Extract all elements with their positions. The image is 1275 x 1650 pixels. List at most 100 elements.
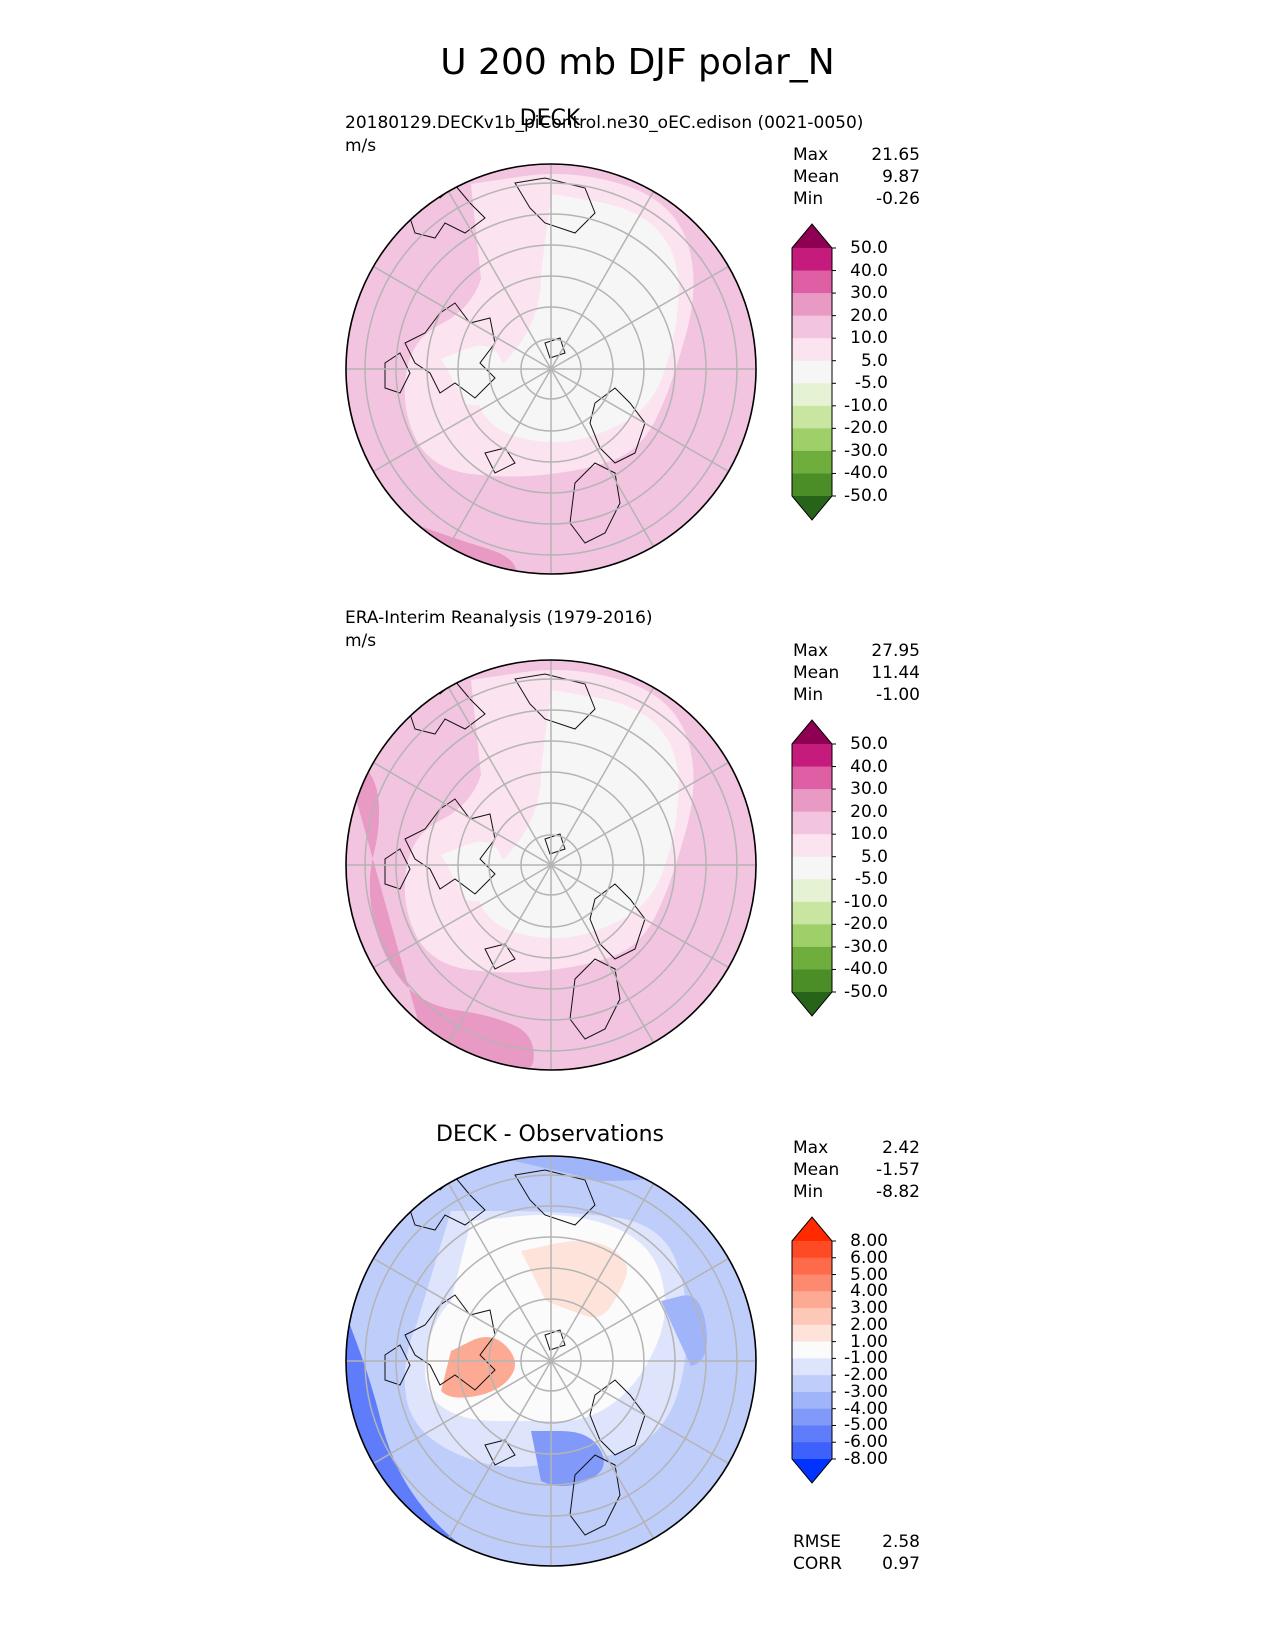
coastline bbox=[589, 883, 646, 960]
coastline bbox=[484, 943, 516, 970]
panel-2-subtitle: ERA-Interim Reanalysis (1979-2016) bbox=[345, 608, 653, 628]
colorbar-era bbox=[791, 719, 836, 1017]
coastline bbox=[404, 798, 496, 895]
colorbar-segment bbox=[792, 744, 832, 768]
colorbar-segment bbox=[792, 1341, 832, 1359]
map-boundary bbox=[345, 163, 757, 575]
colorbar-segment bbox=[792, 901, 832, 925]
field-region-neg3b bbox=[661, 1295, 707, 1366]
parallel-gridline bbox=[457, 771, 645, 959]
stat-value: 9.87 bbox=[882, 167, 920, 187]
parallel-gridline bbox=[395, 1205, 707, 1517]
colorbar-extend-top bbox=[792, 224, 832, 248]
colorbar-segment bbox=[792, 1274, 832, 1292]
parallel-gridline bbox=[488, 1298, 614, 1424]
parallel-gridline bbox=[520, 1330, 582, 1392]
colorbar-segment bbox=[792, 766, 832, 790]
panel-1-title: DECK bbox=[519, 106, 581, 131]
colorbar-tick-label: -10.0 bbox=[844, 395, 888, 416]
colorbar-tick-label: 3.00 bbox=[850, 1298, 888, 1319]
stat-label: Mean bbox=[793, 1160, 840, 1180]
parallel-gridline bbox=[426, 740, 676, 990]
parallel-gridline bbox=[426, 244, 676, 494]
coastline bbox=[384, 1344, 411, 1386]
colorbar-segment bbox=[792, 473, 832, 497]
figure-title: U 200 mb DJF polar_N bbox=[440, 42, 835, 83]
stat-label: Max bbox=[793, 641, 829, 661]
colorbar-tick-label: 5.0 bbox=[860, 846, 888, 867]
colorbar-segment bbox=[792, 450, 832, 475]
colorbar-tick-label: -30.0 bbox=[844, 440, 888, 461]
stat-label: Max bbox=[793, 145, 829, 165]
colorbar-segment bbox=[792, 1257, 832, 1276]
map-field bbox=[346, 660, 756, 1070]
metric-label: CORR bbox=[793, 1554, 842, 1574]
colorbar-tick-label: 6.00 bbox=[850, 1247, 888, 1268]
metric-value: 2.58 bbox=[882, 1532, 920, 1552]
colorbar-tick-label: 30.0 bbox=[850, 283, 888, 304]
colorbar-tick-label: 40.0 bbox=[850, 260, 888, 281]
colorbar-segment bbox=[792, 1425, 832, 1443]
colorbar-extend-bottom bbox=[792, 496, 832, 520]
colorbar-tick-label: 4.00 bbox=[850, 1281, 888, 1302]
colorbar-tick-label: 5.0 bbox=[860, 350, 888, 371]
colorbar-segment bbox=[792, 1291, 832, 1309]
colorbar-tick-label: -40.0 bbox=[844, 463, 888, 484]
colorbar-extend-top bbox=[792, 720, 832, 744]
colorbar-segment bbox=[792, 1358, 832, 1376]
colorbar-segment bbox=[792, 1375, 832, 1393]
colorbar-segment bbox=[792, 428, 832, 452]
parallel-gridline bbox=[364, 182, 738, 556]
panel-1-subtitle: 20180129.DECKv1b_piControl.ne30_oEC.edis… bbox=[345, 113, 864, 133]
colorbar-tick-label: -4.00 bbox=[844, 1398, 888, 1419]
stat-label: Min bbox=[793, 1182, 824, 1202]
colorbar-segment bbox=[792, 360, 832, 384]
colorbar-segment bbox=[792, 315, 832, 339]
colorbar-segment bbox=[792, 969, 832, 993]
colorbar-segment bbox=[792, 1442, 832, 1460]
meridian-gridline bbox=[373, 761, 729, 969]
coastline bbox=[569, 958, 621, 1040]
colorbar-segment bbox=[792, 924, 832, 948]
colorbar-tick-label: -40.0 bbox=[844, 959, 888, 980]
colorbar-segment bbox=[792, 405, 832, 429]
colorbar-tick-label: 20.0 bbox=[850, 801, 888, 822]
colorbar-tick-label: 8.00 bbox=[850, 1231, 888, 1251]
coastline bbox=[384, 848, 411, 890]
coastline bbox=[589, 1379, 646, 1456]
colorbar-segment bbox=[792, 834, 832, 858]
stat-value: 2.42 bbox=[882, 1138, 920, 1158]
field-region-pos3 bbox=[441, 1337, 515, 1398]
stat-label: Mean bbox=[793, 663, 840, 683]
colorbar-tick-label: -8.00 bbox=[844, 1449, 888, 1469]
colorbar-tick-label: 10.0 bbox=[850, 824, 888, 845]
stat-value: -8.82 bbox=[876, 1182, 920, 1202]
colorbar-tick-label: 50.0 bbox=[850, 734, 888, 754]
colorbar-segment bbox=[792, 1241, 832, 1259]
colorbar-tick-label: -10.0 bbox=[844, 891, 888, 912]
parallel-gridline bbox=[364, 678, 738, 1052]
colorbar-tick-label: 40.0 bbox=[850, 756, 888, 777]
coastline bbox=[404, 302, 496, 399]
parallel-gridline bbox=[395, 213, 707, 525]
parallel-gridline bbox=[426, 1236, 676, 1486]
stat-label: Min bbox=[793, 685, 824, 705]
coastline bbox=[404, 1294, 496, 1391]
polar-map-diff bbox=[345, 1155, 757, 1567]
stat-value: -1.00 bbox=[876, 685, 920, 705]
colorbar-tick-label: 50.0 bbox=[850, 238, 888, 258]
field-region-5 bbox=[477, 690, 679, 939]
colorbar-segment bbox=[792, 811, 832, 835]
colorbar-tick-label: 10.0 bbox=[850, 328, 888, 349]
parallel-gridline bbox=[520, 834, 582, 896]
parallel-gridline bbox=[488, 802, 614, 928]
colorbar-tick-label: -2.00 bbox=[844, 1365, 888, 1386]
parallel-gridline bbox=[364, 1174, 738, 1548]
stat-value: 27.95 bbox=[871, 641, 920, 661]
colorbar-deck bbox=[791, 223, 836, 521]
stat-value: -0.26 bbox=[876, 189, 920, 209]
colorbar-segment bbox=[792, 270, 832, 294]
metric-value: 0.97 bbox=[882, 1554, 920, 1574]
colorbar-segment bbox=[792, 1324, 832, 1343]
colorbar-tick-label: 20.0 bbox=[850, 305, 888, 326]
